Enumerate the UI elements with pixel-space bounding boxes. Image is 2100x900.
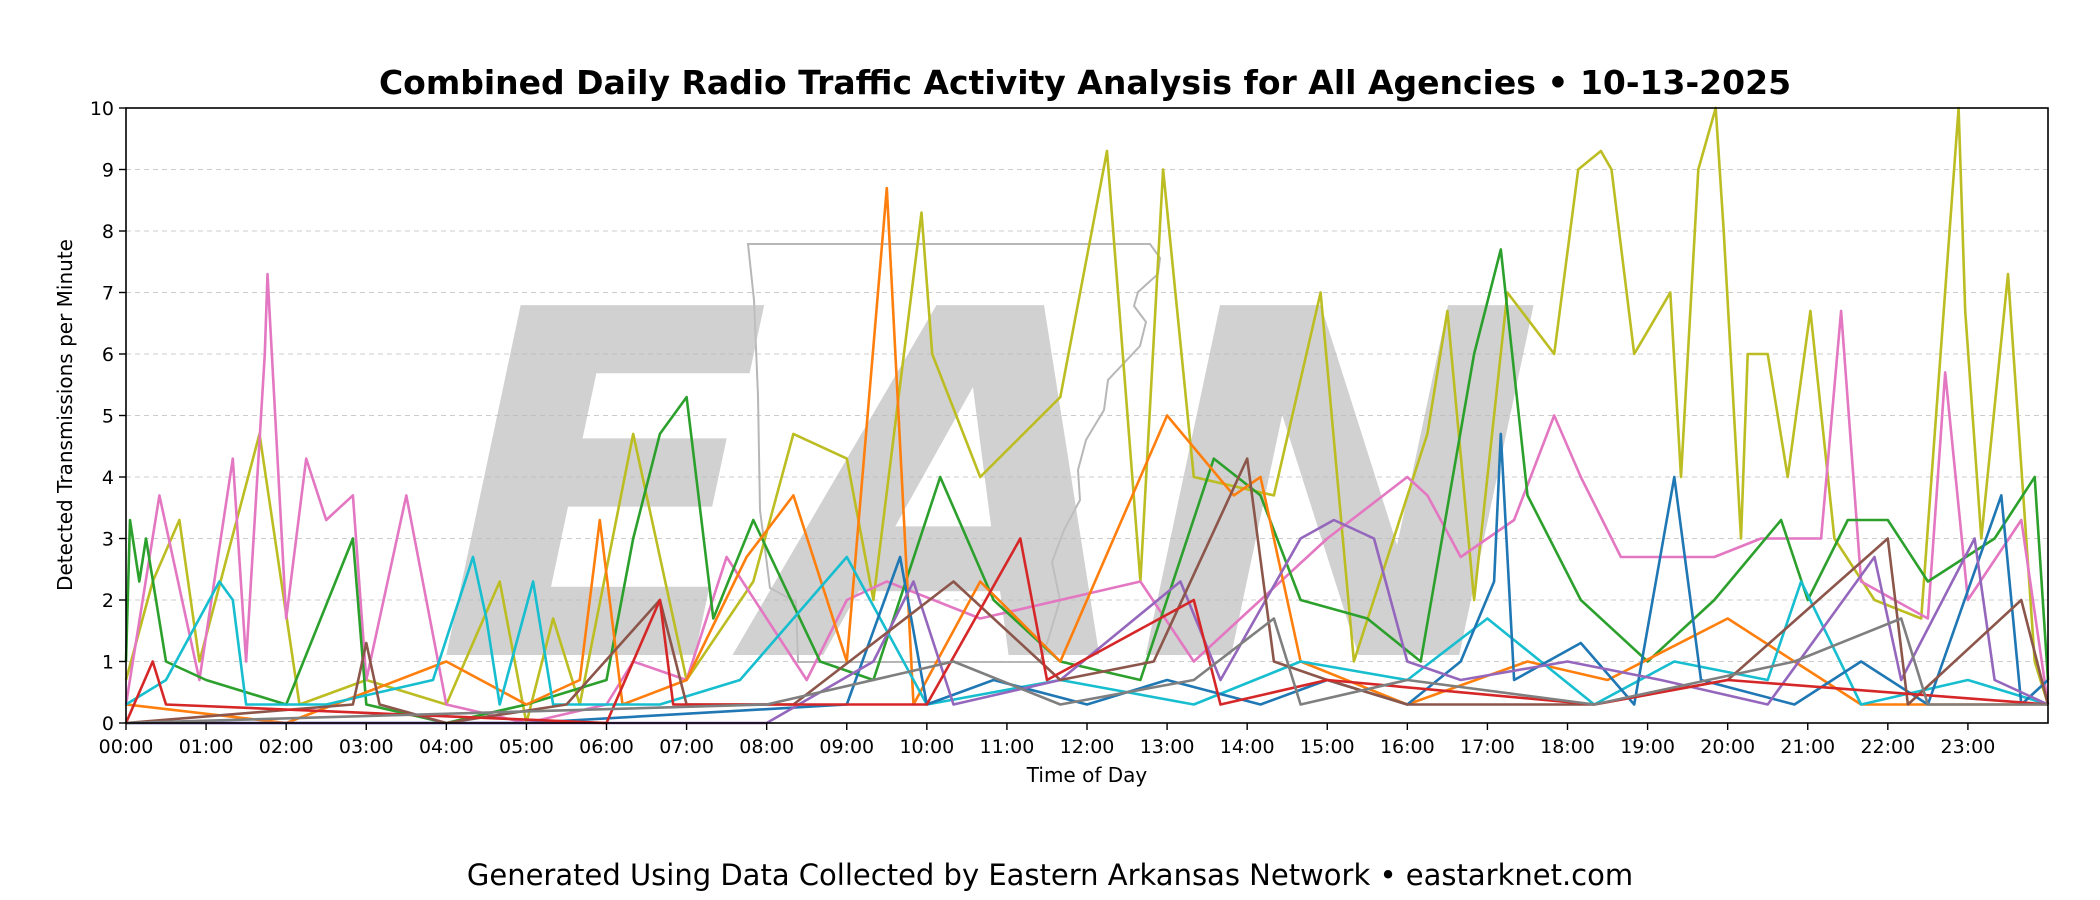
x-tick-label: 12:00 [1060, 736, 1115, 758]
x-tick-label: 07:00 [659, 736, 714, 758]
x-tick-label: 04:00 [419, 736, 474, 758]
series-line-1 [124, 272, 2050, 725]
y-tick-label: 4 [102, 467, 114, 489]
x-tick-label: 10:00 [899, 736, 954, 758]
y-tick-label: 3 [102, 529, 114, 551]
x-tick-label: 09:00 [819, 736, 874, 758]
x-tick-label: 19:00 [1620, 736, 1675, 758]
x-tick-label: 17:00 [1460, 736, 1515, 758]
x-tick-label: 15:00 [1300, 736, 1355, 758]
x-tick-label: 23:00 [1941, 736, 1996, 758]
y-tick-label: 0 [102, 713, 114, 735]
x-axis-label: Time of Day [1026, 763, 1148, 787]
x-tick-label: 05:00 [499, 736, 554, 758]
x-tick-label: 20:00 [1700, 736, 1755, 758]
x-tick-label: 08:00 [739, 736, 794, 758]
footer-credit: Generated Using Data Collected by Easter… [467, 858, 1633, 892]
y-tick-label: 10 [90, 98, 114, 120]
x-tick-label: 13:00 [1140, 736, 1195, 758]
y-tick-label: 9 [102, 160, 114, 182]
y-tick-label: 7 [102, 283, 114, 305]
x-axis-ticks: 00:00 01:00 02:00 03:00 04:00 05:00 06:00 07:00… [99, 723, 1996, 758]
y-tick-label: 6 [102, 344, 114, 366]
series-line-9 [125, 617, 2048, 725]
x-tick-label: 22:00 [1860, 736, 1915, 758]
plot-series [124, 106, 2050, 725]
x-tick-label: 18:00 [1540, 736, 1595, 758]
x-tick-label: 06:00 [579, 736, 634, 758]
y-axis-ticks: 0 1 2 3 4 5 6 7 8 9 10 [90, 98, 126, 735]
state-outline [746, 243, 1162, 663]
x-tick-label: 03:00 [339, 736, 394, 758]
series-line-0 [124, 106, 2050, 725]
y-tick-label: 2 [102, 590, 114, 612]
x-tick-label: 00:00 [99, 736, 154, 758]
watermark-text: EAN [378, 210, 1598, 769]
x-tick-label: 16:00 [1380, 736, 1435, 758]
y-tick-label: 5 [102, 406, 114, 428]
series-line-6 [126, 518, 2049, 725]
watermark-logo: EAN [378, 210, 1598, 769]
y-axis-label: Detected Transmissions per Minute [53, 239, 77, 591]
x-tick-label: 21:00 [1780, 736, 1835, 758]
series-line-4 [125, 555, 2049, 706]
x-tick-label: 14:00 [1220, 736, 1275, 758]
y-tick-label: 1 [102, 652, 114, 674]
x-tick-label: 02:00 [259, 736, 314, 758]
x-tick-label: 11:00 [980, 736, 1035, 758]
chart-title: Combined Daily Radio Traffic Activity An… [379, 63, 1791, 102]
series-line-8 [124, 537, 2049, 725]
x-tick-label: 01:00 [179, 736, 234, 758]
series-line-2 [124, 248, 2050, 725]
y-tick-label: 8 [102, 221, 114, 243]
